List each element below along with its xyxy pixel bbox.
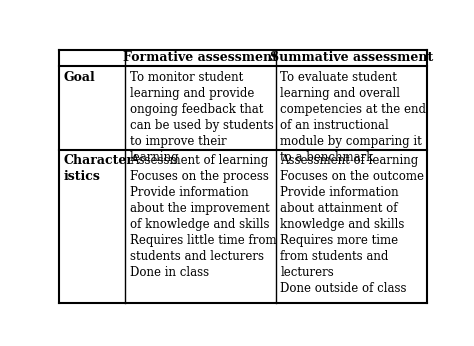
Text: Assessment of learning
Focuses on the outcome
Provide information
about attainme: Assessment of learning Focuses on the ou… bbox=[281, 154, 424, 295]
Text: Character-
istics: Character- istics bbox=[64, 154, 139, 183]
Text: Goal: Goal bbox=[64, 71, 95, 84]
Text: Assessment of learning
Focuses on the process
Provide information
about the impr: Assessment of learning Focuses on the pr… bbox=[130, 154, 276, 280]
Text: Formative assessment: Formative assessment bbox=[123, 51, 278, 64]
Text: To monitor student
learning and provide
ongoing feedback that
can be used by stu: To monitor student learning and provide … bbox=[130, 71, 273, 164]
Text: Summative assessment: Summative assessment bbox=[270, 51, 433, 64]
Text: To evaluate student
learning and overall
competencies at the end
of an instructi: To evaluate student learning and overall… bbox=[281, 71, 427, 164]
